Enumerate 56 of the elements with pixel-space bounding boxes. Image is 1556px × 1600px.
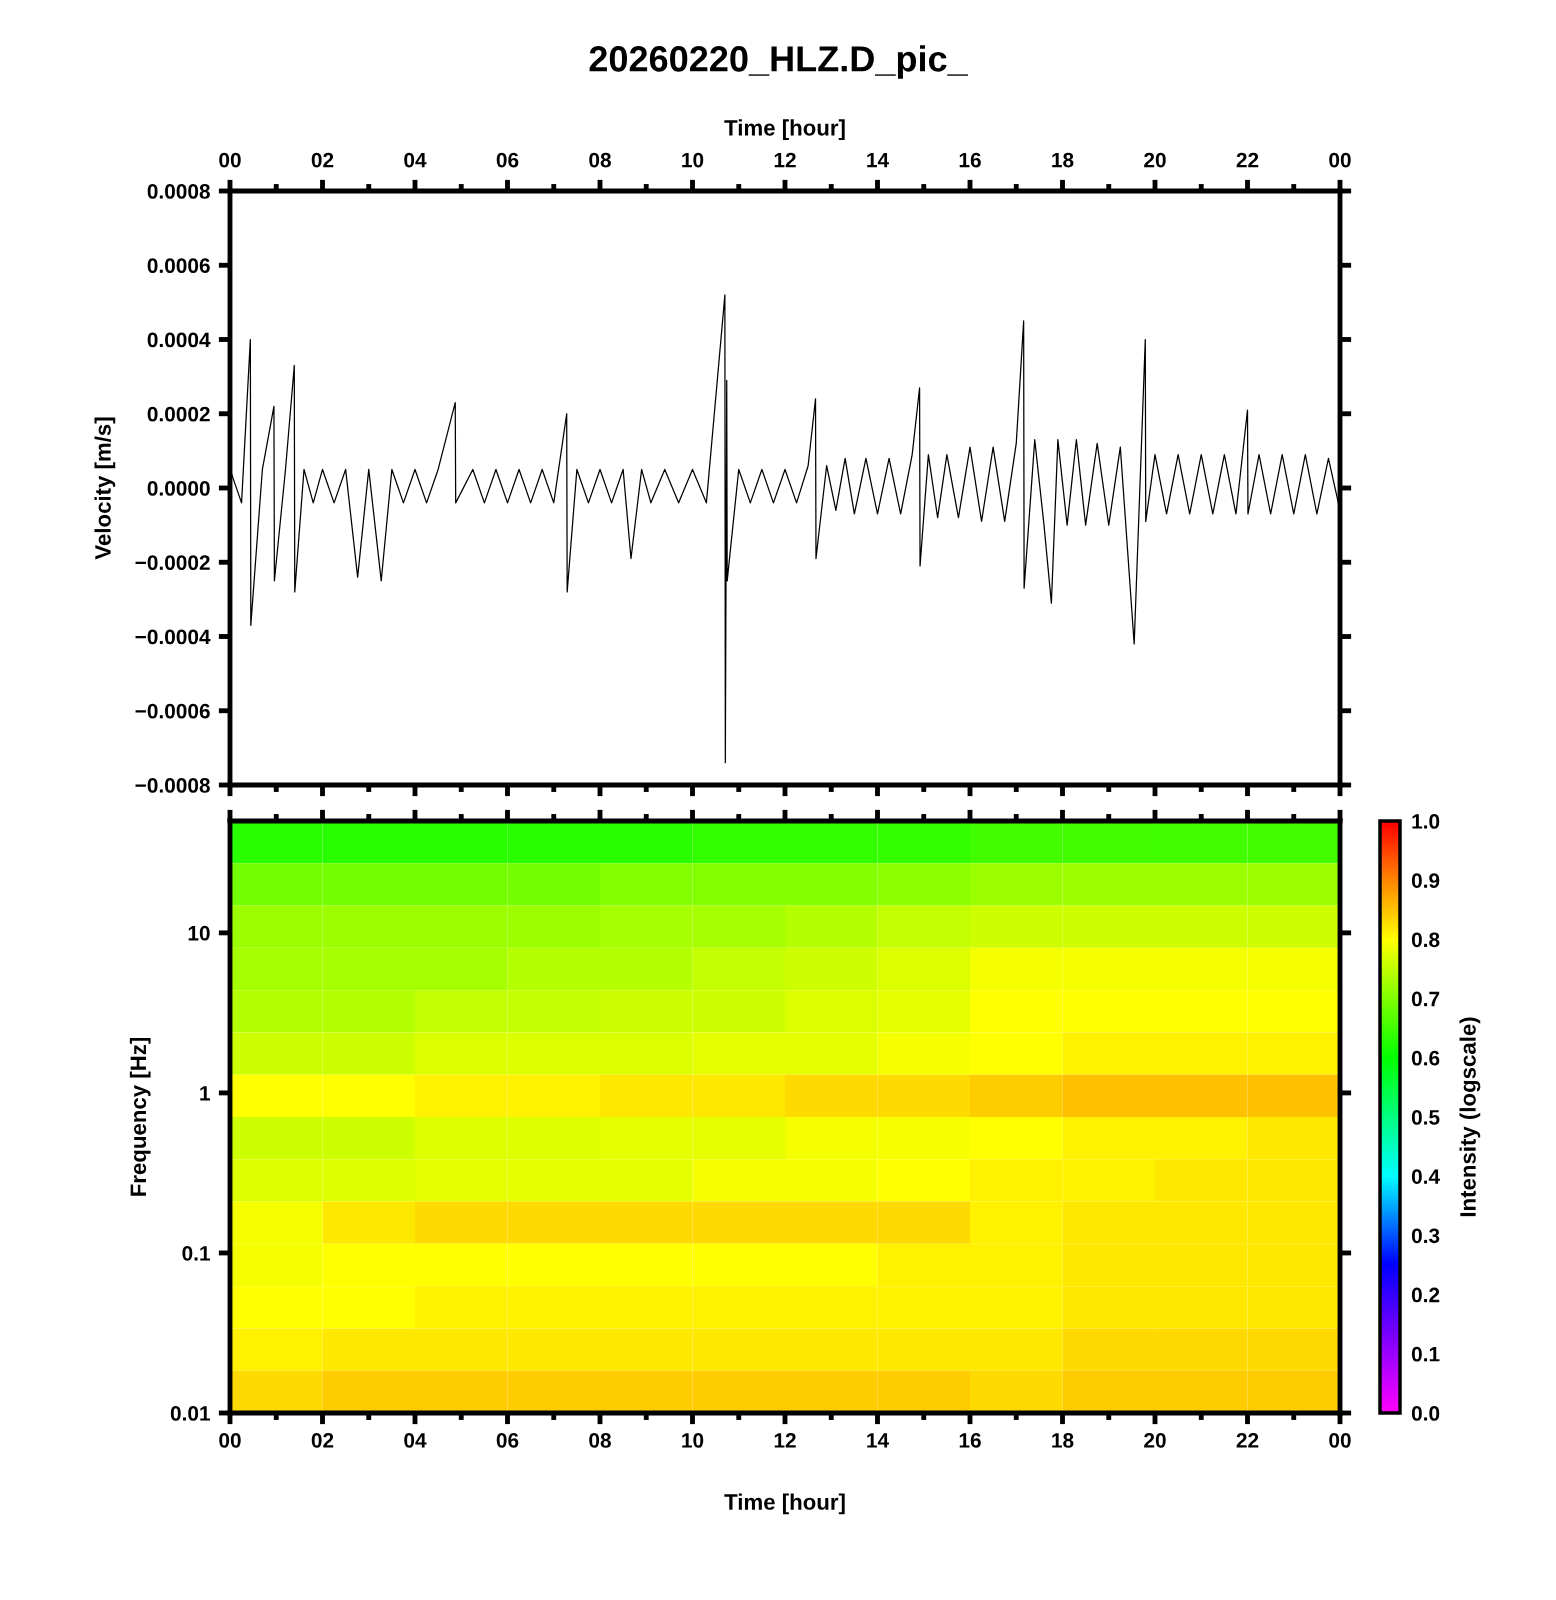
x-tick-label: 20	[1144, 152, 1166, 168]
x-tick-label: 02	[311, 1432, 334, 1448]
color-bar-label: 0.0	[1411, 1406, 1440, 1421]
y-tick-label: 0.01	[170, 1406, 210, 1421]
x-tick-label: 10	[682, 152, 704, 168]
x-axis-title: Time [hour]	[724, 119, 845, 141]
color-bar-label: 0.6	[1411, 1050, 1440, 1066]
x-tick-label: 14	[867, 152, 889, 168]
y-tick-label: −0.0006	[135, 703, 210, 719]
y-tick-label: −0.0002	[135, 555, 210, 570]
y-tick-label: 0.0006	[147, 258, 210, 273]
x-tick-label: 04	[404, 152, 427, 168]
y-tick-label: 0.0002	[147, 406, 210, 422]
x-tick-label: 00	[219, 1432, 241, 1448]
x-tick-label: 12	[774, 1432, 796, 1448]
x-tick-label: 00	[1329, 1432, 1351, 1448]
x-axis-title: Time [hour]	[724, 1493, 845, 1515]
y-axis-title: Frequency [Hz]	[129, 1037, 151, 1196]
color-bar-label: 0.9	[1411, 873, 1440, 888]
y-tick-label: 10	[188, 925, 210, 941]
x-tick-label: 20	[1144, 1432, 1166, 1448]
x-tick-label: 06	[496, 1432, 519, 1448]
y-tick-label: 0.0000	[147, 481, 210, 496]
x-tick-label: 04	[404, 1432, 427, 1448]
x-tick-label: 18	[1052, 152, 1074, 168]
x-tick-label: 22	[1236, 1432, 1259, 1448]
y-axis-title: Velocity [m/s]	[94, 417, 116, 560]
color-bar-label: 0.3	[1411, 1228, 1440, 1244]
x-tick-label: 00	[1329, 152, 1351, 168]
y-tick-label: −0.0008	[135, 778, 210, 793]
x-tick-label: 06	[496, 152, 519, 168]
x-tick-label: 18	[1052, 1432, 1074, 1448]
y-tick-label: 1	[200, 1086, 210, 1101]
color-bar-label: 0.7	[1411, 991, 1440, 1007]
color-bar-label: 0.2	[1411, 1287, 1440, 1303]
y-tick-label: −0.0004	[135, 629, 211, 645]
x-tick-label: 08	[589, 152, 611, 168]
color-bar-label: 0.4	[1411, 1169, 1440, 1184]
y-tick-label: 0.0004	[147, 332, 211, 348]
chart-title: 20260220_HLZ.D_pic_	[589, 45, 969, 79]
color-bar-label: 1.0	[1412, 814, 1440, 829]
color-bar-title: Intensity (logscale)	[1459, 1017, 1481, 1217]
x-tick-label: 16	[959, 1432, 981, 1448]
color-bar-label: 0.8	[1411, 932, 1440, 948]
x-tick-label: 02	[311, 152, 334, 168]
x-tick-label: 16	[959, 152, 981, 168]
x-tick-label: 12	[774, 152, 796, 168]
y-tick-label: 0.0008	[147, 184, 210, 199]
x-tick-label: 10	[682, 1432, 704, 1448]
x-tick-label: 00	[219, 152, 241, 168]
x-tick-label: 08	[589, 1432, 611, 1448]
color-bar-label: 0.5	[1411, 1110, 1440, 1125]
y-tick-label: 0.1	[182, 1245, 210, 1261]
x-tick-label: 14	[867, 1433, 889, 1448]
x-tick-label: 22	[1236, 152, 1259, 168]
color-bar-label: 0.1	[1411, 1346, 1440, 1362]
